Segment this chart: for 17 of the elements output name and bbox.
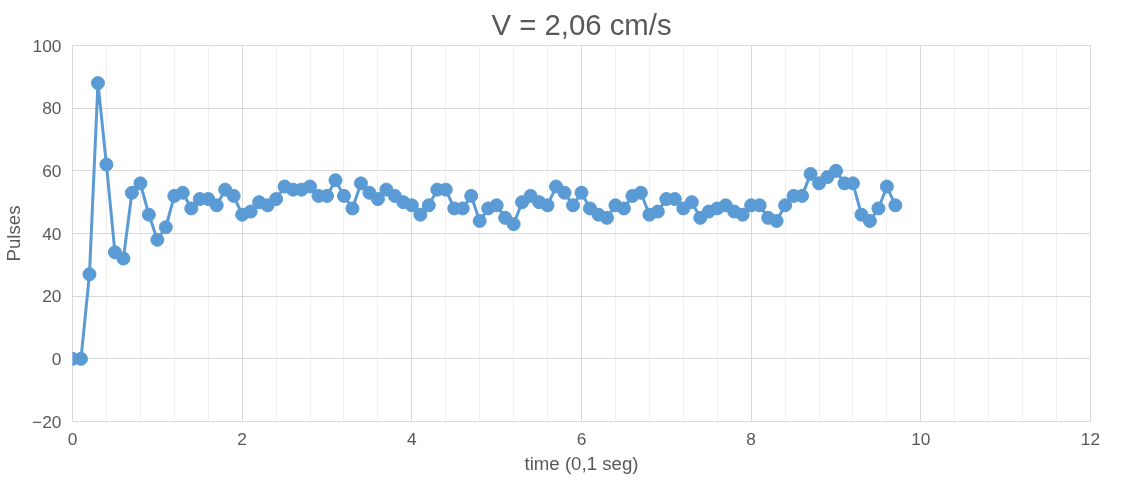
x-axis-title: time (0,1 seg) — [524, 452, 639, 474]
x-tick-label: 6 — [576, 428, 587, 449]
x-tick-label: 12 — [1080, 428, 1101, 449]
x-tick-label: 0 — [67, 428, 78, 449]
y-tick-label: 80 — [42, 98, 62, 119]
y-tick-label: 20 — [42, 286, 62, 307]
y-tick-label: 0 — [51, 348, 62, 369]
y-tick-label: 40 — [42, 223, 62, 244]
x-tick-label: 8 — [746, 428, 756, 449]
y-axis-title: Pulses — [3, 205, 25, 262]
x-tick-label: 4 — [407, 428, 418, 449]
y-tick-label: 60 — [42, 160, 62, 181]
y-tick-label: 100 — [32, 35, 62, 56]
x-tick-label: 10 — [911, 428, 931, 449]
y-tick-label: −20 — [32, 411, 62, 432]
x-tick-label: 2 — [237, 428, 247, 449]
chart-title: V = 2,06 cm/s — [491, 7, 672, 41]
